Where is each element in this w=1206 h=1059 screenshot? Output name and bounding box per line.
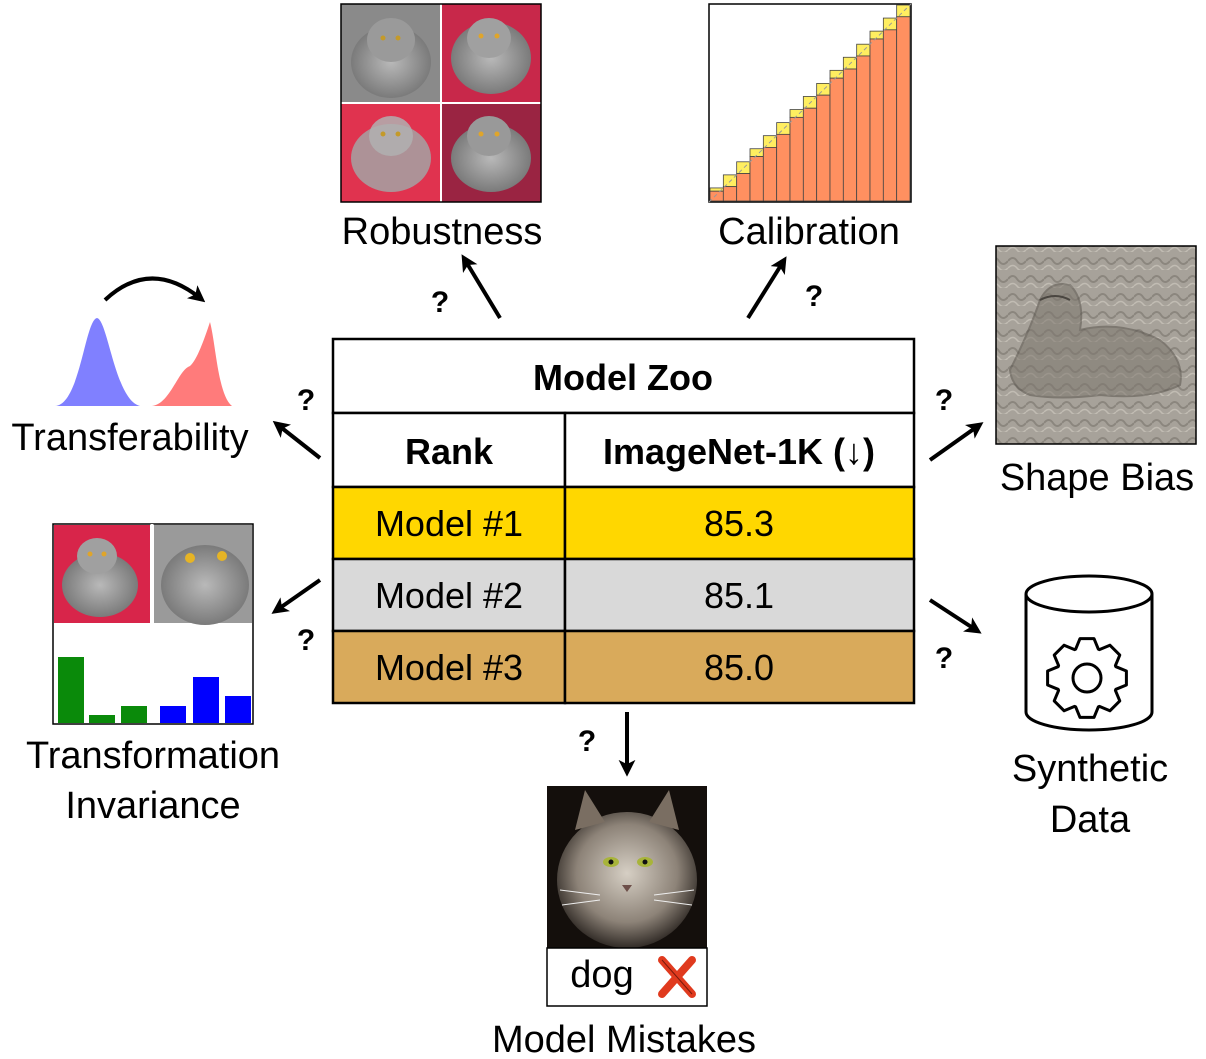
- calibration-bar: [736, 173, 751, 202]
- calibration-chart: [708, 3, 912, 203]
- robustness-image: [340, 3, 542, 203]
- row-1-model: Model #1: [375, 503, 523, 544]
- arrow-to-synthetic-data: [928, 598, 982, 634]
- row-3-model: Model #3: [375, 647, 523, 688]
- robustness-label: Robustness: [342, 211, 543, 253]
- table-row: Model #2 85.1: [331, 557, 916, 633]
- transformation-invariance-panel: Transformation Invariance ?: [26, 523, 322, 827]
- shape-bias-panel: Shape Bias ?: [928, 245, 1197, 499]
- question-mark-shape-bias: ?: [935, 384, 953, 417]
- distribution-shift-icon: [55, 276, 232, 406]
- invariance-bar: [121, 706, 147, 723]
- question-mark-calibration: ?: [805, 280, 823, 313]
- shape-bias-label: Shape Bias: [1000, 457, 1194, 499]
- table-title-cell: [331, 337, 916, 415]
- calibration-bar: [816, 94, 831, 202]
- arrow-to-shape-bias: [928, 422, 984, 462]
- table-row: Model #1 85.3: [331, 485, 916, 561]
- question-mark-robustness: ?: [431, 286, 449, 319]
- transformation-invariance-image: [52, 523, 254, 725]
- synthetic-data-label-line2: Data: [1050, 799, 1131, 841]
- row-2-model: Model #2: [375, 575, 523, 616]
- invariance-bar: [193, 677, 219, 723]
- calibration-bar: [842, 68, 858, 202]
- invariance-bar: [89, 715, 115, 723]
- row-1-score: 85.3: [704, 503, 774, 544]
- synthetic-data-label-line1: Synthetic: [1012, 748, 1168, 790]
- calibration-bar: [869, 38, 884, 202]
- calibration-gap-bar: [736, 161, 751, 174]
- arrow-to-calibration: [746, 256, 787, 320]
- calibration-bar: [802, 107, 818, 202]
- calibration-bar: [896, 16, 911, 202]
- invariance-bar: [225, 696, 251, 723]
- calibration-bar: [762, 147, 778, 202]
- header-cell-rank: [331, 411, 567, 489]
- model-mistakes-panel: dog Model Mistakes ?: [492, 712, 756, 1059]
- row-3-rank-cell: [331, 629, 567, 705]
- question-mark-model-mistakes: ?: [578, 725, 596, 758]
- calibration-gap-bar: [776, 122, 791, 135]
- arrow-to-robustness: [461, 254, 502, 320]
- calibration-gap-bar: [816, 83, 831, 96]
- calibration-bar: [789, 116, 804, 202]
- table-row: Model #3 85.0: [331, 629, 916, 705]
- arrow-to-transferability: [272, 420, 322, 460]
- robustness-panel: Robustness ?: [340, 3, 543, 320]
- calibration-bar: [776, 133, 791, 202]
- row-2-rank-cell: [331, 557, 567, 633]
- calibration-bar: [829, 77, 844, 202]
- mistake-prediction: dog: [570, 954, 633, 996]
- question-mark-transferability: ?: [297, 384, 315, 417]
- calibration-bar: [882, 29, 898, 202]
- question-mark-synthetic-data: ?: [935, 642, 953, 675]
- transferability-label: Transferability: [11, 417, 248, 459]
- calibration-gap-bar: [896, 4, 911, 18]
- column-header-rank: Rank: [405, 431, 494, 472]
- synthetic-data-panel: Synthetic Data ?: [928, 574, 1168, 841]
- calibration-label: Calibration: [718, 211, 900, 253]
- invariance-bar: [160, 706, 186, 723]
- transformation-invariance-label-line2: Invariance: [65, 785, 240, 827]
- cross-icon: [658, 956, 696, 998]
- calibration-bar: [749, 156, 764, 202]
- calibration-panel: Calibration ?: [708, 3, 912, 320]
- table-title: Model Zoo: [533, 357, 713, 398]
- column-header-imagenet: ImageNet-1K (↓): [603, 431, 875, 472]
- row-3-score-cell: [563, 629, 916, 705]
- calibration-bar: [856, 55, 871, 202]
- invariance-bar: [58, 657, 84, 723]
- calibration-bar: [722, 186, 738, 202]
- database-icon: [1024, 574, 1154, 732]
- transferability-panel: Transferability ?: [11, 276, 322, 460]
- calibration-gap-bar: [856, 43, 871, 57]
- row-2-score: 85.1: [704, 575, 774, 616]
- gear-icon: [1046, 637, 1128, 719]
- question-mark-transformation-invariance: ?: [297, 624, 315, 657]
- shape-bias-image: [995, 245, 1197, 445]
- header-cell-metric: [563, 411, 916, 489]
- model-mistakes-label: Model Mistakes: [492, 1019, 756, 1059]
- transformation-invariance-label-line1: Transformation: [26, 735, 280, 777]
- row-3-score: 85.0: [704, 647, 774, 688]
- mistake-cat-image: [547, 786, 707, 948]
- arrow-to-transformation-invariance: [271, 578, 322, 614]
- model-zoo-table: Model Zoo Rank ImageNet-1K (↓) Model #1 …: [331, 337, 916, 705]
